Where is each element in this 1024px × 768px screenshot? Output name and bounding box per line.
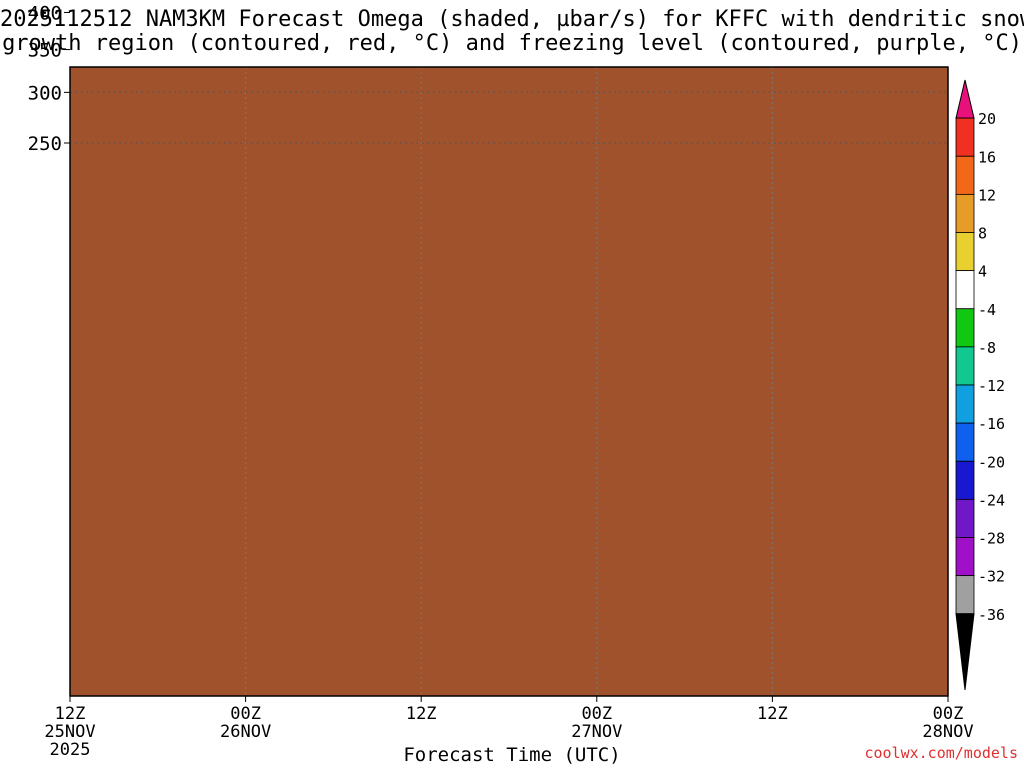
- omega-blob-42: [746, 0, 769, 15]
- colorbar-swatch-13: [955, 575, 975, 615]
- y-tick-label: 250: [28, 133, 62, 155]
- colorbar-label: -20: [978, 453, 1005, 471]
- colorbar-swatch-2: [955, 155, 975, 195]
- x-tick-label: 25NOV: [44, 722, 95, 742]
- x-tick-label: 27NOV: [571, 722, 622, 742]
- colorbar-swatch-12: [955, 537, 975, 577]
- colorbar-swatch-6: [955, 308, 975, 348]
- omega-blob-23: [325, 1, 343, 19]
- chart-title-line1: 2025112512 NAM3KM Forecast Omega (shaded…: [0, 7, 1024, 32]
- colorbar-label: -16: [978, 415, 1005, 433]
- colorbar-swatch-11: [955, 498, 975, 538]
- plot-frame: [69, 66, 949, 697]
- colorbar-swatch-1: [955, 117, 975, 157]
- colorbar-label: -12: [978, 377, 1005, 395]
- colorbar-swatch-7: [955, 346, 975, 386]
- x-tick-label: 00Z: [230, 704, 261, 724]
- colorbar-label: 12: [978, 186, 996, 204]
- colorbar-label: -36: [978, 606, 1005, 624]
- omega-blob-31: [370, 26, 379, 35]
- colorbar-label: 20: [978, 110, 996, 128]
- x-tick-label: 12Z: [757, 704, 788, 724]
- site-credit[interactable]: coolwx.com/models: [864, 744, 1018, 762]
- colorbar-label: -8: [978, 339, 996, 357]
- colorbar-swatch-3: [955, 193, 975, 233]
- colorbar-label: -24: [978, 491, 1005, 509]
- colorbar-swatch-10: [955, 460, 975, 500]
- y-tick-label: 300: [28, 82, 62, 104]
- y-tick-label: 350: [28, 40, 62, 62]
- colorbar-label: -32: [978, 568, 1005, 586]
- x-tick-label: 12Z: [406, 704, 437, 724]
- colorbar-bottom-arrow: [955, 613, 975, 691]
- colorbar-label: -4: [978, 301, 996, 319]
- colorbar: 20 16 12 8 4 -4 -8 -12 -16 -20 -24 -28 -32 -36: [955, 79, 1005, 691]
- x-tick-label: 00Z: [933, 704, 964, 724]
- x-tick-label: 28NOV: [922, 722, 973, 742]
- plot-area: -18-18-18-12-12-120000: [70, 0, 948, 696]
- colorbar-label: 8: [978, 225, 987, 243]
- colorbar-top-arrow: [955, 79, 975, 119]
- x-axis-label: Forecast Time (UTC): [403, 744, 621, 766]
- omega-blob-45: [797, 19, 820, 42]
- omega-blob-48: [850, 32, 856, 38]
- colorbar-swatch-9: [955, 422, 975, 462]
- colorbar-label: 16: [978, 148, 996, 166]
- colorbar-label: 4: [978, 263, 987, 281]
- colorbar-label: -28: [978, 530, 1005, 548]
- x-tick-label: 00Z: [581, 704, 612, 724]
- colorbar-swatch-8: [955, 384, 975, 424]
- chart-title-line2: growth region (contoured, red, °C) and f…: [2, 31, 1022, 56]
- ground-surface: [70, 67, 948, 696]
- omega-blob-59: [908, 3, 914, 9]
- x-tick-label: 26NOV: [220, 722, 271, 742]
- colorbar-swatch-5: [955, 270, 975, 310]
- y-tick-label: 400: [28, 2, 62, 24]
- colorbar-swatch-4: [955, 232, 975, 272]
- x-tick-label: 2025: [50, 740, 91, 760]
- x-tick-label: 12Z: [55, 704, 86, 724]
